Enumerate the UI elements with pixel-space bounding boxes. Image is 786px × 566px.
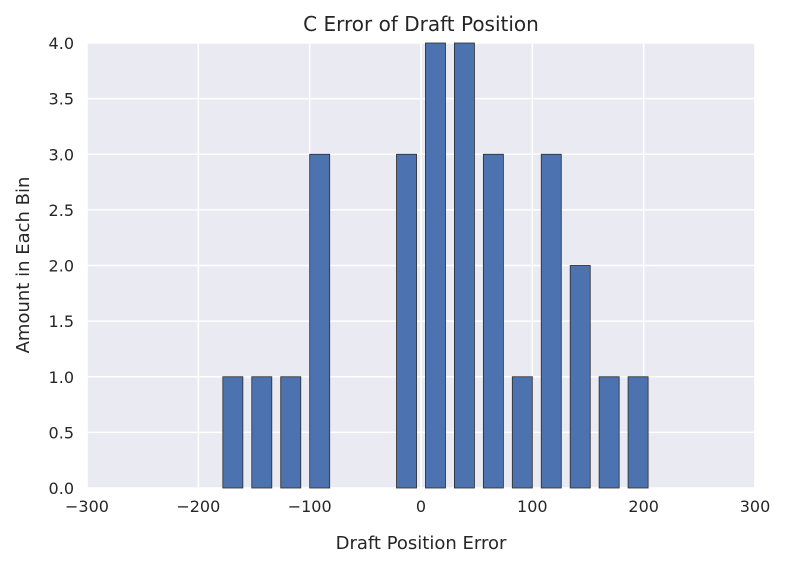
y-tick-label: 0.0 [49,479,74,498]
y-tick-label: 3.5 [49,90,74,109]
x-tick-label: 200 [628,497,659,516]
bar [280,376,302,489]
y-tick-label: 3.0 [49,145,74,164]
bar [222,376,244,489]
y-tick-label: 2.5 [49,201,74,220]
y-tick-label: 0.5 [49,423,74,442]
bar [569,265,591,489]
x-ticks: −300 −200 −100 0 100 200 300 [65,497,770,516]
x-tick-label: −200 [176,497,220,516]
bar [396,153,417,489]
y-tick-label: 2.0 [49,257,74,276]
x-tick-label: 300 [740,497,771,516]
y-tick-label: 1.0 [49,368,74,387]
bar [598,376,620,489]
bar [511,376,533,489]
x-tick-label: 100 [517,497,548,516]
bar [309,153,331,489]
y-tick-label: 1.5 [49,312,74,331]
x-axis-label: Draft Position Error [336,533,507,554]
y-tick-label: 4.0 [49,34,74,53]
bar [453,42,475,489]
y-axis-label: Amount in Each Bin [13,177,34,354]
x-tick-label: −100 [288,497,332,516]
bar [540,153,562,489]
y-ticks: 0.0 0.5 1.0 1.5 2.0 2.5 3.0 3.5 4.0 [49,34,74,498]
bar [251,376,273,489]
chart-title: C Error of Draft Position [303,12,539,36]
x-tick-label: −300 [65,497,109,516]
bar [627,376,649,489]
bar [482,153,504,489]
bar [425,42,446,489]
bars [222,42,649,489]
x-tick-label: 0 [416,497,426,516]
